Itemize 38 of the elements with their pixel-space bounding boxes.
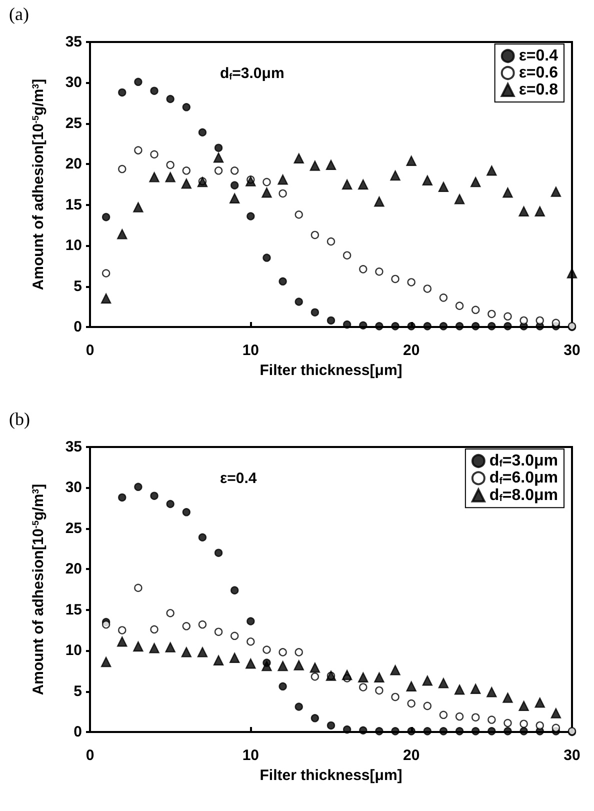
y-tick-label: 10	[65, 642, 82, 660]
x-tick-label: 10	[242, 342, 260, 359]
x-tick-label: 20	[402, 747, 420, 764]
y-tick-label: 0	[74, 724, 82, 740]
x-tick-label: 10	[242, 747, 260, 764]
legend-label: df=3.0μm	[489, 452, 558, 470]
y-tick-label: 10	[65, 237, 82, 254]
y-tick-label: 5	[74, 278, 82, 295]
y-tick-label: 30	[65, 479, 82, 496]
chart-title: (a)	[9, 4, 29, 24]
x-axis-title: Filter thickness[μm]	[260, 767, 402, 784]
x-tick-label: 30	[564, 342, 580, 359]
x-axis-title: Filter thickness[μm]	[260, 362, 402, 379]
y-tick-label: 15	[65, 601, 82, 618]
y-tick-label: 35	[65, 34, 82, 50]
y-tick-label: 15	[65, 196, 82, 214]
legend-label: df=8.0μm	[489, 486, 558, 504]
annotation: df=3.0μm	[220, 65, 284, 82]
y-tick-label: 5	[74, 682, 82, 700]
y-axis-title: Amount of adhesion[10-5g/m3]	[30, 78, 47, 290]
y-axis-title: Amount of adhesion[10-5g/m3]	[30, 484, 47, 696]
y-tick-label: 20	[65, 156, 82, 173]
x-tick-label: 0	[86, 747, 94, 764]
x-tick-label: 30	[564, 747, 580, 764]
y-tick-label: 25	[65, 114, 82, 132]
y-tick-label: 0	[74, 318, 82, 336]
x-tick-label: 0	[86, 342, 94, 359]
y-tick-label: 25	[65, 520, 82, 537]
y-tick-label: 30	[65, 74, 82, 92]
chart-title: (b)	[9, 409, 30, 429]
legend-label: ε=0.6	[518, 64, 558, 82]
legend-label: ε=0.8	[518, 82, 558, 98]
y-tick-label: 35	[65, 438, 82, 456]
y-tick-label: 20	[65, 560, 82, 578]
legend-label: df=6.0μm	[489, 470, 558, 487]
legend-label: ε=0.4	[518, 48, 558, 64]
annotation: ε=0.4	[220, 470, 258, 487]
x-tick-label: 20	[402, 342, 420, 359]
